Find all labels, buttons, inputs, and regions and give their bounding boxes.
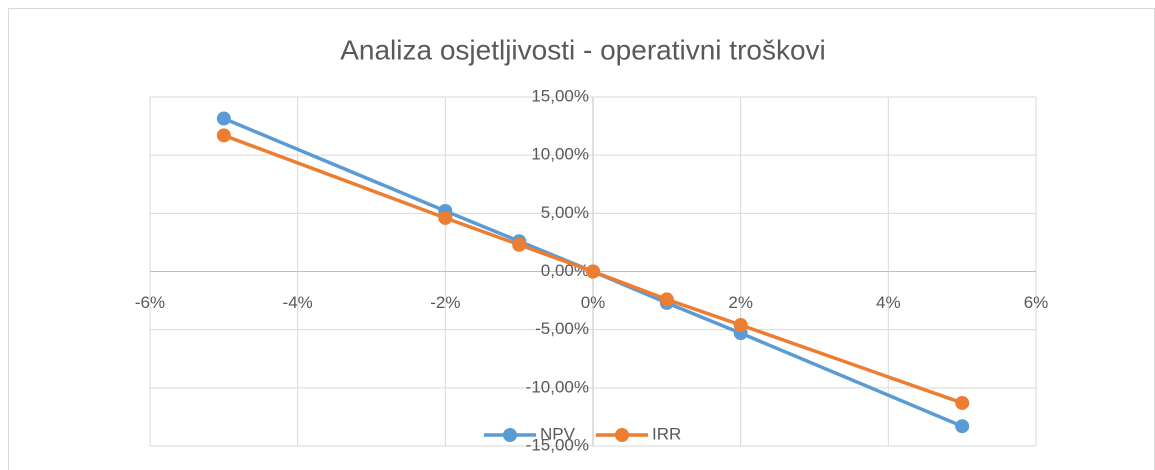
chart-title: Analiza osjetljivosti - operativni trošk… bbox=[340, 34, 826, 65]
y-tick-label: 5,00% bbox=[541, 203, 589, 222]
y-tick-label: 0,00% bbox=[541, 261, 589, 280]
x-tick-label: -6% bbox=[135, 293, 165, 312]
data-point bbox=[438, 210, 453, 225]
data-point bbox=[586, 264, 600, 279]
legend-marker bbox=[503, 428, 517, 442]
x-tick-label: 6% bbox=[1024, 293, 1049, 312]
data-point bbox=[216, 111, 231, 126]
x-tick-label: -4% bbox=[283, 293, 313, 312]
data-point bbox=[512, 237, 527, 252]
data-point bbox=[733, 318, 748, 333]
y-tick-label: -15,00% bbox=[526, 435, 589, 454]
y-tick-label: -10,00% bbox=[526, 377, 589, 396]
data-point bbox=[216, 128, 231, 143]
data-point bbox=[955, 395, 970, 410]
data-point bbox=[659, 292, 674, 307]
data-point bbox=[955, 419, 970, 434]
y-tick-label: -5,00% bbox=[535, 319, 589, 338]
x-tick-label: 0% bbox=[581, 293, 606, 312]
x-tick-label: -2% bbox=[430, 293, 460, 312]
x-tick-label: 4% bbox=[876, 293, 901, 312]
y-tick-label: 15,00% bbox=[531, 86, 589, 105]
legend-label: IRR bbox=[652, 424, 681, 443]
legend-marker bbox=[615, 428, 629, 442]
legend-label: NPV bbox=[540, 424, 576, 443]
x-tick-label: 2% bbox=[728, 293, 753, 312]
chart-border bbox=[8, 8, 1155, 470]
y-tick-label: 10,00% bbox=[531, 145, 589, 164]
